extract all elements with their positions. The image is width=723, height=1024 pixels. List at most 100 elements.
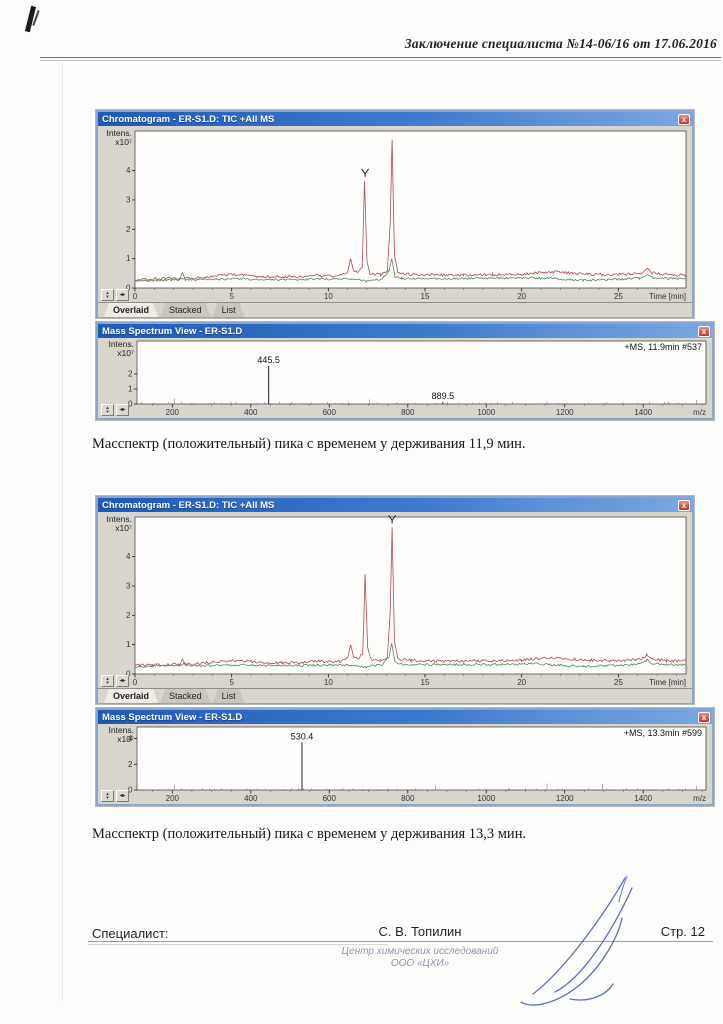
horizontal-zoom-spinner[interactable]: ◂▸ (116, 675, 129, 687)
spinner-down-icon: ▾ (106, 680, 109, 686)
svg-text:1: 1 (126, 640, 131, 649)
window-title: Chromatogram - ER-S1.D: TIC +All MS (102, 113, 275, 125)
y-axis-scale-label: x10⁷ (115, 137, 132, 147)
specialist-label: Специалист: (92, 926, 169, 941)
tab-overlaid[interactable]: Overlaid (104, 303, 158, 317)
specialist-name: С. В. Топилин (378, 924, 462, 939)
svg-text:5: 5 (229, 292, 234, 301)
mass-spectrum-chart[interactable]: 200 400 600 800 1000 1200 1400 m/z 0 2 4 530.4 (98, 724, 712, 804)
window-title: Mass Spectrum View - ER-S1.D (102, 711, 243, 723)
svg-text:4: 4 (128, 734, 133, 743)
chromatogram-chart[interactable]: 0 5 10 15 20 25 Time [min] 0 1 2 3 4 (98, 126, 692, 302)
tab-stacked[interactable]: Stacked (160, 303, 211, 317)
tab-overlaid-label: Overlaid (113, 691, 150, 701)
spinner-up-icon: ▴ (106, 676, 109, 682)
spectrum-annotation: +MS, 11.9min #537 (624, 342, 702, 352)
spinner-leftright-icon: ◂▸ (119, 792, 126, 799)
caption-ms-11-9: Масспектр (положительный) пика с времене… (92, 436, 526, 452)
mass-spectrum-chart[interactable]: 200 400 600 800 1000 1200 1400 m/z 0 1 2 445.5 889.5 (98, 338, 712, 418)
svg-text:25: 25 (614, 292, 623, 301)
svg-text:0: 0 (126, 670, 131, 679)
close-icon[interactable]: x (678, 113, 690, 125)
vertical-zoom-spinner[interactable]: ▴ ▾ (101, 675, 114, 687)
window-titlebar[interactable]: Chromatogram - ER-S1.D: TIC +All MS x (98, 498, 692, 512)
svg-text:1000: 1000 (477, 794, 495, 803)
svg-text:4: 4 (126, 166, 131, 175)
close-icon[interactable]: x (698, 711, 710, 723)
svg-text:0: 0 (126, 284, 131, 293)
window-titlebar[interactable]: Mass Spectrum View - ER-S1.D x (98, 324, 712, 338)
window-titlebar[interactable]: Mass Spectrum View - ER-S1.D x (98, 710, 712, 724)
svg-text:25: 25 (614, 678, 623, 687)
svg-text:2: 2 (128, 370, 133, 379)
vertical-zoom-spinner[interactable]: ▴ ▾ (101, 790, 114, 802)
tab-stacked[interactable]: Stacked (160, 689, 211, 703)
svg-text:20: 20 (517, 292, 526, 301)
svg-text:530.4: 530.4 (291, 731, 314, 741)
svg-text:10: 10 (324, 292, 333, 301)
horizontal-zoom-spinner[interactable]: ◂▸ (116, 404, 129, 416)
svg-text:800: 800 (401, 794, 415, 803)
spinner-leftright-icon: ◂▸ (119, 406, 126, 413)
mass-spectrum-window-2: Mass Spectrum View - ER-S1.D x 200 400 600… (96, 708, 714, 806)
y-axis-label: Intens. (106, 128, 132, 138)
svg-text:10: 10 (324, 678, 333, 687)
tab-overlaid-label: Overlaid (113, 305, 150, 315)
window-title: Chromatogram - ER-S1.D: TIC +All MS (102, 499, 275, 511)
svg-text:m/z: m/z (693, 408, 706, 417)
svg-text:800: 800 (401, 408, 415, 417)
window-title: Mass Spectrum View - ER-S1.D (102, 325, 243, 337)
y-axis-scale-label: x10⁷ (117, 734, 134, 744)
svg-text:Time [min]: Time [min] (649, 292, 686, 301)
chromatogram-chart[interactable]: 0 5 10 15 20 25 Time [min] 0 1 2 3 4 (98, 512, 692, 688)
tab-overlaid[interactable]: Overlaid (104, 689, 158, 703)
signature (520, 875, 633, 1006)
window-titlebar[interactable]: Chromatogram - ER-S1.D: TIC +All MS x (98, 112, 692, 126)
caption-ms-13-3: Масспектр (положительный) пика с времене… (92, 826, 527, 842)
svg-text:600: 600 (323, 408, 337, 417)
tab-list[interactable]: List (213, 689, 245, 703)
svg-text:2: 2 (126, 611, 131, 620)
tab-list-label: List (221, 305, 236, 315)
close-icon[interactable]: x (698, 325, 710, 337)
page-number: Стр. 12 (660, 924, 705, 939)
svg-text:m/z: m/z (693, 794, 706, 803)
svg-text:0: 0 (128, 786, 133, 795)
stamp-line-2: ООО «ЦХИ» (390, 958, 450, 969)
y-axis-scale-label: x10⁷ (115, 523, 132, 533)
svg-text:200: 200 (166, 408, 180, 417)
svg-text:400: 400 (244, 794, 258, 803)
spinner-up-icon: ▴ (106, 405, 109, 411)
vertical-zoom-spinner[interactable]: ▴ ▾ (101, 289, 114, 301)
spinner-down-icon: ▾ (106, 795, 109, 801)
tab-list[interactable]: List (213, 303, 245, 317)
spinner-down-icon: ▾ (106, 409, 109, 415)
spinner-leftright-icon: ◂▸ (119, 291, 126, 298)
horizontal-zoom-spinner[interactable]: ◂▸ (116, 289, 129, 301)
spinner-down-icon: ▾ (106, 294, 109, 300)
spectrum-annotation: +MS, 13.3min #599 (623, 728, 702, 738)
report-header-text: Заключение специалиста №14-06/16 от 17.0… (404, 36, 717, 51)
tab-stacked-label: Stacked (169, 691, 202, 701)
close-icon[interactable]: x (678, 499, 690, 511)
svg-text:1400: 1400 (634, 794, 652, 803)
svg-text:20: 20 (517, 678, 526, 687)
svg-text:Time [min]: Time [min] (649, 678, 686, 687)
vertical-zoom-spinner[interactable]: ▴ ▾ (101, 404, 114, 416)
y-axis-scale-label: x10⁷ (117, 348, 134, 358)
horizontal-zoom-spinner[interactable]: ◂▸ (116, 790, 129, 802)
spinner-up-icon: ▴ (106, 791, 109, 797)
svg-text:0: 0 (133, 292, 138, 301)
svg-text:1: 1 (126, 254, 131, 263)
footer-rule-2 (88, 944, 388, 945)
chromatogram-window-2: Chromatogram - ER-S1.D: TIC +All MS x 0 5… (96, 496, 694, 704)
svg-text:4: 4 (126, 552, 131, 561)
organization-stamp: Центр химических исследований ООО «ЦХИ» (290, 946, 550, 970)
svg-text:445.5: 445.5 (257, 355, 280, 365)
y-axis-label: Intens. (108, 725, 134, 735)
scan-crease-line (62, 62, 63, 1002)
svg-text:1: 1 (128, 385, 133, 394)
stamp-line-1: Центр химических исследований (341, 946, 499, 957)
svg-text:600: 600 (323, 794, 337, 803)
spinner-leftright-icon: ◂▸ (119, 677, 126, 684)
